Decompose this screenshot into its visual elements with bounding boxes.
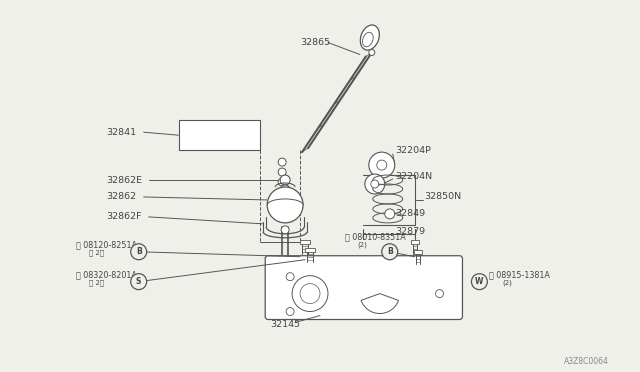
- Text: 32862E: 32862E: [106, 176, 142, 185]
- Circle shape: [369, 49, 375, 55]
- Text: 32879: 32879: [395, 227, 425, 236]
- Circle shape: [300, 283, 320, 304]
- Text: Ⓢ 08320-8201A: Ⓢ 08320-8201A: [76, 270, 137, 279]
- Text: 32862: 32862: [106, 192, 136, 202]
- Text: 32849: 32849: [395, 209, 425, 218]
- Text: 〈 2〉: 〈 2〉: [89, 279, 104, 286]
- Text: Ⓦ 08915-1381A: Ⓦ 08915-1381A: [490, 270, 550, 279]
- Circle shape: [267, 187, 303, 223]
- Text: (2): (2): [502, 279, 512, 286]
- Wedge shape: [361, 294, 399, 314]
- Circle shape: [385, 209, 395, 219]
- Text: (2): (2): [358, 241, 368, 248]
- Circle shape: [281, 226, 289, 234]
- Bar: [300, 240, 310, 244]
- Text: 32850N: 32850N: [424, 192, 461, 202]
- Circle shape: [286, 308, 294, 315]
- Ellipse shape: [360, 25, 380, 50]
- Circle shape: [278, 158, 286, 166]
- Bar: [411, 240, 419, 244]
- Circle shape: [382, 244, 397, 260]
- Circle shape: [280, 185, 290, 195]
- Text: 32841: 32841: [106, 128, 136, 137]
- Ellipse shape: [362, 32, 373, 47]
- Circle shape: [369, 152, 395, 178]
- Bar: [413, 250, 422, 254]
- Circle shape: [292, 276, 328, 311]
- FancyBboxPatch shape: [265, 256, 463, 320]
- Circle shape: [371, 180, 379, 188]
- Text: 32862F: 32862F: [106, 212, 141, 221]
- Text: B: B: [387, 247, 392, 256]
- Circle shape: [365, 174, 385, 194]
- Text: 32204N: 32204N: [395, 171, 432, 180]
- Text: 32145: 32145: [270, 320, 300, 329]
- Text: W: W: [476, 277, 484, 286]
- Bar: [305, 248, 315, 252]
- Text: 32865: 32865: [300, 38, 330, 47]
- Circle shape: [280, 175, 290, 185]
- Circle shape: [286, 273, 294, 280]
- Text: A3Z8C0064: A3Z8C0064: [564, 357, 609, 366]
- Circle shape: [278, 178, 286, 186]
- Circle shape: [436, 290, 444, 298]
- Text: B: B: [136, 247, 141, 256]
- Circle shape: [278, 168, 286, 176]
- Circle shape: [131, 244, 147, 260]
- Circle shape: [131, 274, 147, 290]
- Text: 32204P: 32204P: [395, 145, 431, 155]
- Text: Ⓑ 08120-8251A: Ⓑ 08120-8251A: [76, 240, 137, 249]
- Circle shape: [472, 274, 488, 290]
- Text: 〈 2〉: 〈 2〉: [89, 250, 104, 256]
- Text: Ⓑ 08010-8351A: Ⓑ 08010-8351A: [345, 232, 406, 241]
- Circle shape: [377, 160, 387, 170]
- Text: S: S: [136, 277, 141, 286]
- Bar: [179, 120, 260, 150]
